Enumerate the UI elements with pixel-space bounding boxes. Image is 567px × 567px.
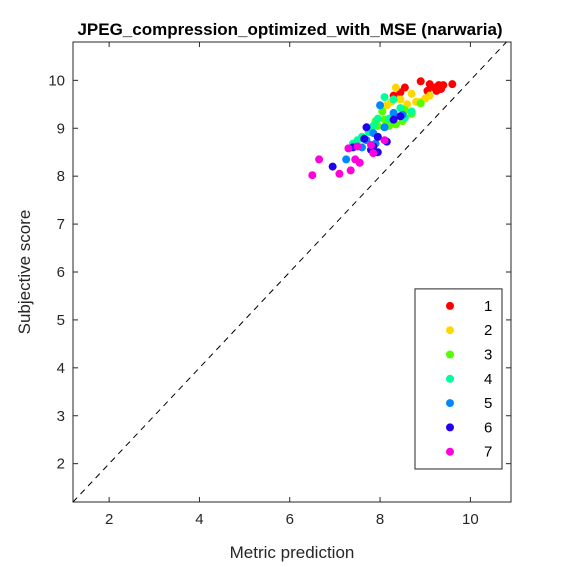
data-point [362,123,371,132]
legend-marker [446,423,454,432]
data-point [425,91,434,100]
legend: 1 2 3 4 5 6 7 [414,288,503,470]
data-point [389,115,398,124]
data-point [380,136,389,145]
legend-entry-label: 7 [484,444,492,461]
legend-entry-label: 4 [484,371,492,388]
x-tick-label: 10 [462,511,479,528]
data-point [416,77,425,86]
legend-entry-label: 2 [484,322,492,339]
data-point [373,132,382,141]
legend-entry-label: 6 [484,419,492,436]
data-point [396,95,405,104]
data-point [342,155,351,164]
series-7 [308,136,389,180]
data-point [432,86,441,95]
axis-ticks: 2 4 6 8 10 2 3 4 5 6 7 8 9 10 [48,42,511,528]
legend-box [414,288,503,470]
legend-marker [446,374,454,383]
y-tick-label: 4 [57,360,65,377]
data-point [382,101,391,110]
legend-marker [446,447,454,456]
plot-area: 2 4 6 8 10 2 3 4 5 6 7 8 9 10 [48,41,512,528]
data-point [346,166,355,175]
legend-entry-label: 3 [484,347,492,364]
series-1 [389,77,457,100]
data-point [396,112,405,121]
data-point [360,134,369,143]
data-point [328,162,337,171]
data-point [315,155,324,164]
y-tick-label: 5 [57,312,65,329]
legend-entry-label: 1 [484,298,492,315]
x-axis-label: Metric prediction [230,543,355,562]
data-point [308,171,317,180]
data-point [355,158,364,167]
x-tick-label: 4 [195,511,203,528]
legend-marker [446,399,454,408]
data-point [416,99,425,108]
y-tick-label: 8 [57,168,65,185]
y-tick-label: 7 [57,216,65,233]
legend-marker [446,301,454,310]
data-point [380,93,389,102]
data-point [369,121,378,130]
data-point [373,114,382,123]
x-tick-label: 8 [376,511,384,528]
legend-marker [446,326,454,335]
data-point [448,80,457,89]
data-point [376,101,385,110]
data-point [367,141,376,150]
legend-marker [446,350,454,359]
data-point [344,144,353,153]
data-point [335,169,344,178]
data-point [380,123,389,132]
legend-entry-label: 5 [484,395,492,412]
data-point [396,104,405,113]
data-points [308,77,457,180]
data-point [439,81,448,90]
data-point [353,142,362,151]
data-point [369,149,378,158]
data-point [389,108,398,117]
chart-title: JPEG_compression_optimized_with_MSE (nar… [77,20,502,39]
x-tick-label: 2 [105,511,113,528]
data-point [378,107,387,116]
y-tick-label: 9 [57,120,65,137]
y-tick-label: 2 [57,456,65,473]
data-point [389,95,398,104]
y-tick-label: 3 [57,408,65,425]
y-tick-label: 10 [48,72,65,89]
data-point [407,107,416,116]
y-tick-label: 6 [57,264,65,281]
y-axis-label: Subjective score [15,210,34,335]
x-tick-label: 6 [286,511,294,528]
data-point [407,89,416,98]
data-point [391,83,400,92]
